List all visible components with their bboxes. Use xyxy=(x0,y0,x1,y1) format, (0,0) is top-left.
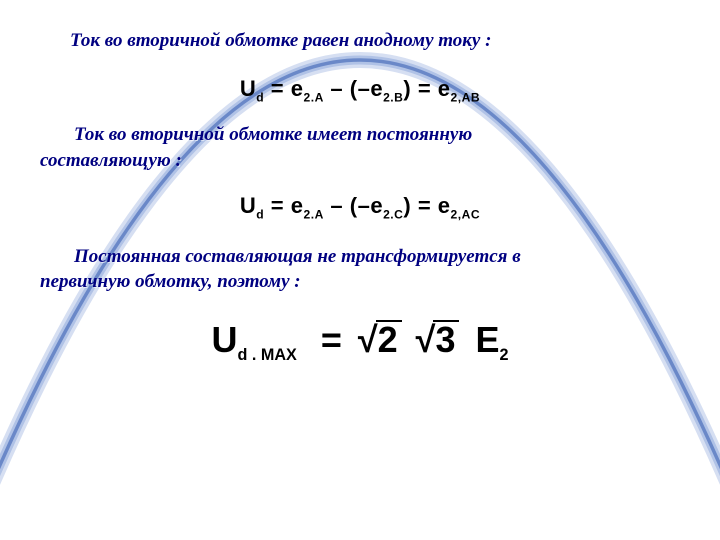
paragraph-2: Ток во вторичной обмотке имеет постоянну… xyxy=(40,122,680,173)
slide-content: Ток во вторичной обмотке равен анодному … xyxy=(0,0,720,391)
formula-1: Ud = e2.A – (–e2.B) = e2,AB xyxy=(40,76,680,104)
paragraph-1: Ток во вторичной обмотке равен анодному … xyxy=(70,28,680,54)
formula-2: Ud = e2.A – (–e2.C) = e2,AC xyxy=(40,193,680,221)
formula-3: Ud . MAX = 23 E2 xyxy=(40,319,680,365)
paragraph-3: Постоянная составляющая не трансформируе… xyxy=(40,244,680,295)
